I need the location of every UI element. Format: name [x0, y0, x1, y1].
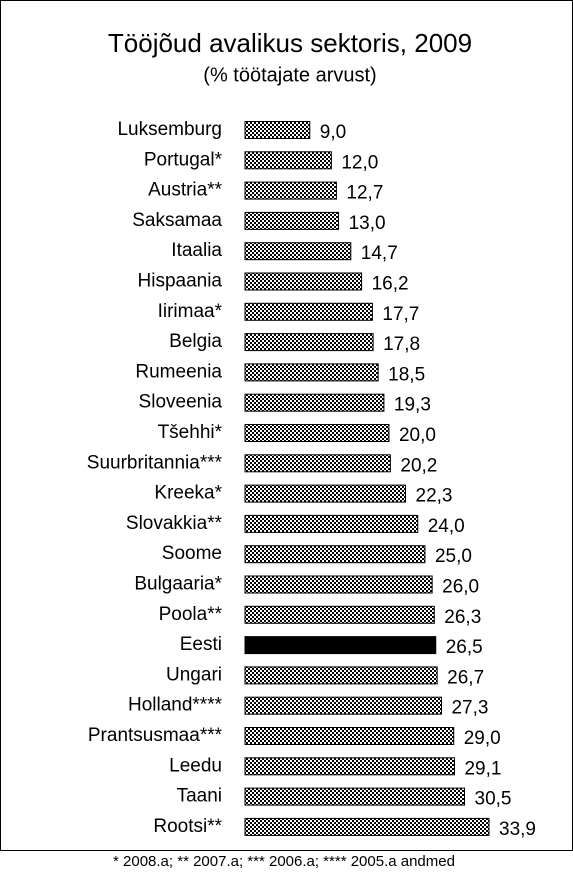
value-label: 25,0 [435, 546, 472, 567]
bar [244, 575, 433, 594]
bar [244, 545, 426, 564]
bar [244, 333, 374, 352]
category-label: Iirimaa* [158, 301, 223, 322]
footnote: * 2008.a; ** 2007.a; *** 2006.a; **** 20… [113, 853, 455, 870]
value-label: 30,5 [475, 789, 512, 810]
category-label: Holland**** [128, 695, 223, 716]
category-label: Saksamaa [132, 210, 222, 231]
category-label: Ungari [166, 664, 222, 685]
value-label: 33,9 [499, 819, 536, 840]
category-label: Hispaania [138, 271, 223, 292]
category-label: Austria** [148, 180, 223, 201]
value-label: 12,7 [346, 183, 383, 204]
value-label: 26,3 [444, 607, 481, 628]
bar [244, 787, 466, 806]
value-label: 26,5 [446, 637, 483, 658]
bar [244, 514, 419, 533]
bar [244, 424, 390, 442]
bar [244, 666, 438, 685]
category-label: Kreeka* [154, 483, 222, 504]
bar [244, 211, 340, 230]
chart-title: Tööjõud avalikus sektoris, 2009 [108, 28, 472, 58]
category-label: Tšehhi* [158, 422, 223, 443]
value-label: 17,8 [383, 334, 420, 355]
category-label: Luksemburg [117, 119, 222, 140]
value-label: 19,3 [394, 395, 431, 416]
value-label: 16,2 [372, 274, 409, 295]
bar [244, 636, 437, 655]
bar [244, 242, 352, 261]
value-label: 13,0 [349, 213, 386, 234]
bar [244, 393, 385, 412]
category-label: Portugal* [144, 149, 223, 170]
bar [244, 696, 442, 715]
category-label: Itaalia [171, 240, 222, 261]
category-label: Suurbritannia*** [87, 452, 223, 473]
category-label: Leedu [169, 755, 222, 776]
bar [244, 272, 363, 291]
value-label: 17,7 [382, 304, 419, 325]
category-label: Soome [162, 543, 222, 564]
bar [244, 363, 379, 382]
category-label: Slovakkia** [126, 513, 223, 534]
category-label: Prantsusmaa*** [88, 725, 223, 746]
value-label: 29,1 [464, 758, 501, 779]
chart-subtitle: (% töötajate arvust) [203, 64, 376, 86]
category-label: Sloveenia [139, 392, 223, 413]
bar [244, 181, 337, 200]
bar [244, 605, 435, 624]
value-label: 27,3 [451, 698, 488, 719]
bar [244, 727, 455, 745]
value-label: 26,7 [447, 667, 484, 688]
value-label: 22,3 [416, 486, 453, 507]
bar [244, 454, 391, 473]
value-label: 24,0 [428, 516, 465, 537]
category-label: Rumeenia [135, 361, 222, 382]
value-label: 14,7 [361, 243, 398, 264]
bar [244, 757, 455, 776]
category-label: Belgia [169, 331, 222, 352]
category-label: Poola** [159, 604, 223, 625]
value-label: 9,0 [320, 122, 346, 143]
value-label: 20,0 [399, 425, 436, 446]
value-label: 20,2 [400, 455, 437, 476]
value-label: 29,0 [464, 728, 501, 749]
bar [244, 151, 332, 170]
value-label: 26,0 [442, 577, 479, 598]
category-label: Rootsi** [153, 816, 222, 837]
category-label: Taani [177, 786, 222, 807]
bar [244, 484, 407, 503]
category-label: Eesti [180, 634, 222, 655]
bar [244, 817, 490, 836]
value-label: 18,5 [388, 364, 425, 385]
category-label: Bulgaaria* [134, 574, 222, 595]
value-label: 12,0 [341, 152, 378, 173]
bar [244, 121, 311, 139]
bar [244, 302, 373, 321]
